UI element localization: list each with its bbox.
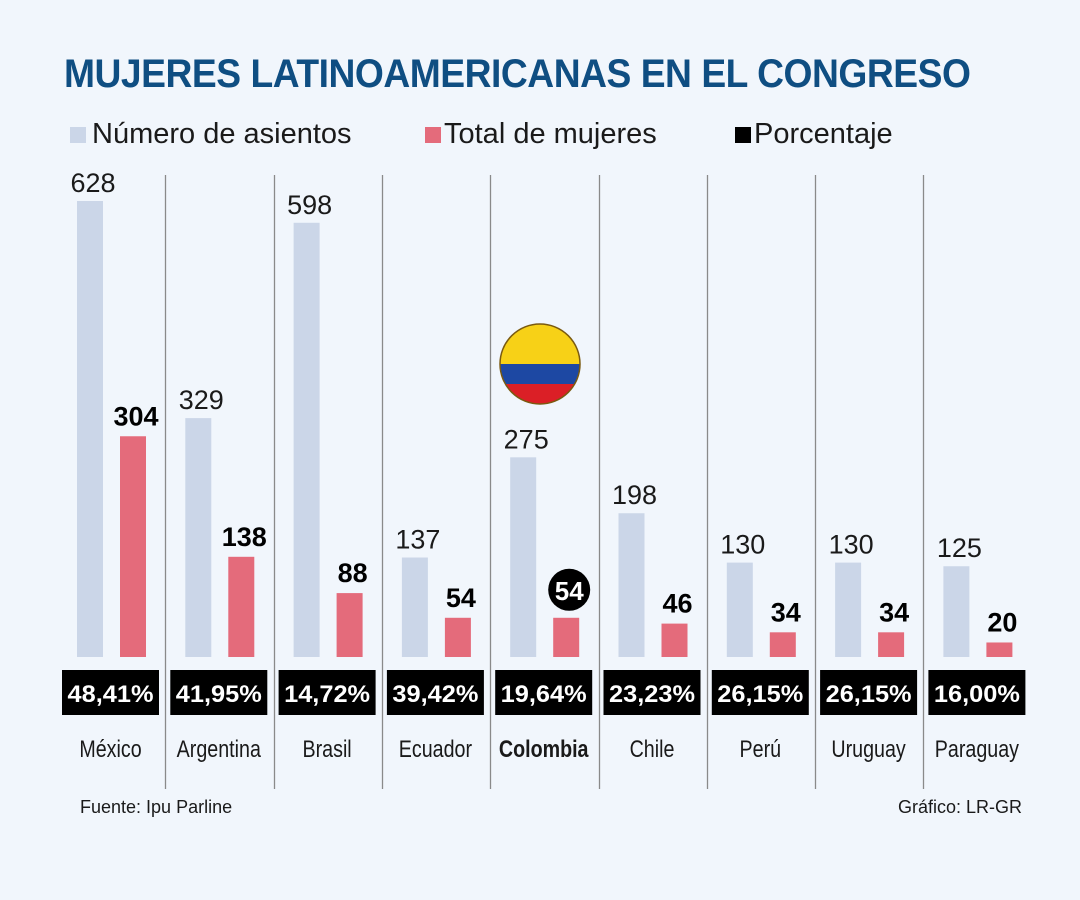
category-label-7: Uruguay: [831, 735, 905, 762]
bar-women-8: [986, 642, 1013, 657]
percentage-box-2: [278, 670, 376, 715]
source-note: Fuente: Ipu Parline: [80, 797, 233, 817]
label-seats-3: 137: [395, 525, 440, 555]
category-label-4: Colombia: [499, 735, 589, 762]
category-label-3: Ecuador: [399, 735, 472, 762]
percentage-label-7: 26,15%: [826, 681, 912, 708]
category-label-0: México: [79, 735, 141, 762]
legend-label-women: Total de mujeres: [444, 118, 657, 150]
label-women-5: 46: [662, 589, 692, 619]
percentage-box-5: [603, 670, 701, 715]
category-label-2: Brasil: [303, 735, 352, 762]
bar-seats-5: [618, 513, 645, 657]
colombia-flag-icon: [499, 323, 581, 405]
percentage-box-0: [62, 670, 159, 715]
legend-label-percentage: Porcentaje: [754, 118, 893, 150]
bar-seats-7: [835, 562, 862, 657]
label-women-4: 54: [555, 576, 584, 606]
category-label-6: Perú: [740, 735, 782, 762]
label-women-1: 138: [222, 522, 267, 552]
chart-title: MUJERES LATINOAMERICANAS EN EL CONGRESO: [64, 52, 971, 96]
bar-women-5: [661, 623, 688, 657]
legend-item-women: Total de mujeres: [425, 118, 657, 151]
legend-label-seats: Número de asientos: [92, 118, 352, 150]
bar-women-1: [228, 556, 255, 657]
label-seats-1: 329: [179, 385, 224, 415]
percentage-label-6: 26,15%: [717, 681, 803, 708]
percentage-box-3: [386, 670, 484, 715]
percentage-label-1: 41,95%: [176, 681, 262, 708]
bar-women-2: [336, 593, 363, 657]
label-women-0: 304: [113, 401, 158, 431]
legend-swatch-percentage: [735, 126, 751, 143]
percentage-box-8: [928, 670, 1026, 715]
percentage-label-2: 14,72%: [284, 681, 370, 708]
bar-women-4: [553, 617, 580, 657]
percentage-box-6: [711, 670, 809, 715]
bar-seats-4: [510, 457, 537, 657]
percentage-label-0: 48,41%: [68, 681, 154, 708]
bar-women-3: [444, 617, 471, 657]
label-seats-8: 125: [937, 533, 982, 563]
highlight-badge: [548, 568, 591, 611]
label-seats-5: 198: [612, 480, 657, 510]
percentage-label-3: 39,42%: [392, 681, 478, 708]
category-label-5: Chile: [630, 735, 675, 762]
percentage-label-5: 23,23%: [609, 681, 695, 708]
label-seats-7: 130: [829, 530, 874, 560]
percentage-box-4: [495, 670, 593, 715]
credit-note: Gráfico: LR-GR: [897, 797, 1022, 817]
label-women-7: 34: [879, 597, 909, 627]
legend-item-seats: Número de asientos: [70, 118, 352, 151]
bar-seats-6: [726, 562, 753, 657]
percentage-box-7: [820, 670, 918, 715]
label-women-8: 20: [987, 607, 1017, 637]
bar-seats-3: [401, 557, 428, 657]
label-seats-4: 275: [504, 424, 549, 454]
label-women-2: 88: [338, 558, 368, 588]
bar-seats-8: [943, 566, 970, 657]
category-label-1: Argentina: [177, 735, 262, 762]
label-women-6: 34: [771, 597, 801, 627]
percentage-label-8: 16,00%: [934, 681, 1020, 708]
bar-women-6: [769, 632, 796, 657]
percentage-box-1: [170, 670, 268, 715]
bar-women-7: [878, 632, 905, 657]
bar-seats-0: [77, 201, 103, 657]
percentage-label-4: 19,64%: [501, 681, 587, 708]
column-dividers: [164, 175, 925, 789]
category-label-8: Paraguay: [935, 735, 1019, 762]
legend-item-percentage: Porcentaje: [735, 118, 893, 151]
label-seats-2: 598: [287, 190, 332, 220]
label-seats-6: 130: [720, 530, 765, 560]
bar-seats-2: [293, 222, 320, 657]
bar-women-0: [120, 436, 146, 657]
label-women-3: 54: [446, 583, 476, 613]
legend-swatch-seats: [70, 126, 86, 143]
label-seats-0: 628: [70, 168, 115, 198]
legend-swatch-women: [425, 126, 441, 143]
bar-seats-1: [185, 418, 212, 657]
bars: 628 304 48,41% México 329 138 41,95% Argentina 5…: [62, 168, 1026, 762]
